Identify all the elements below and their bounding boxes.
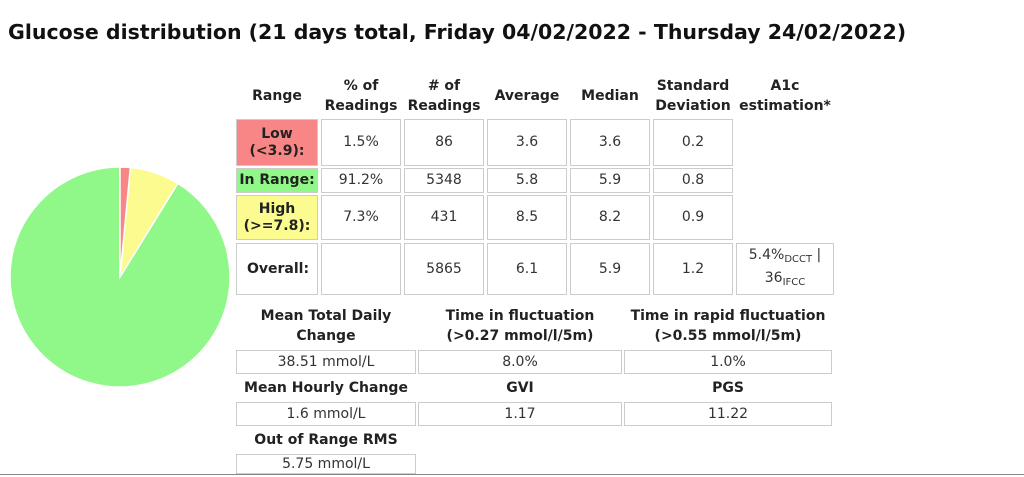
overall-percent-empty [321,243,401,295]
header-percent-readings: % of Readings [321,76,401,116]
high-std-dev: 0.9 [653,195,733,240]
header-average: Average [494,88,560,104]
mean-total-daily-change-value: 38.51 mmol/L [236,350,416,374]
low-range-label: Low (<3.9): [236,119,318,166]
header-a1c-line2: estimation* [739,98,831,114]
header-count-line1: # of [427,78,461,94]
low-average: 3.6 [487,119,567,166]
gvi-label: GVI [506,380,534,396]
tif-label-line1: Time in fluctuation [445,308,595,324]
mtdc-label-line1: Mean Total Daily [260,308,392,324]
a1c-ifcc-unit: IFCC [782,277,806,288]
header-count-readings: # of Readings [404,76,484,116]
time-in-rapid-fluctuation-label: Time in rapid fluctuation (>0.55 mmol/l/5… [624,305,832,347]
low-median: 3.6 [570,119,650,166]
pgs-label: PGS [712,380,744,396]
overall-median: 5.9 [570,243,650,295]
in-range-std-dev: 0.8 [653,168,733,193]
header-percent-line2: Readings [324,98,398,114]
low-label-line2: (<3.9): [249,142,305,159]
overall-std-dev: 1.2 [653,243,733,295]
header-range: Range [252,88,302,104]
header-a1c-line1: A1c [770,78,800,94]
gvi-value: 1.17 [418,402,622,426]
time-in-fluctuation-label: Time in fluctuation (>0.27 mmol/l/5m) [418,305,622,347]
a1c-separator: | [812,247,822,263]
overall-average: 6.1 [487,243,567,295]
high-median: 8.2 [570,195,650,240]
header-count-line2: Readings [407,98,481,114]
tif-label-line2: (>0.27 mmol/l/5m) [446,328,594,344]
high-count: 431 [404,195,484,240]
a1c-ifcc-value: 36 [764,270,783,286]
tirf-label-line1: Time in rapid fluctuation [630,308,826,324]
mean-total-daily-change-label: Mean Total Daily Change [236,305,416,347]
high-label-line2: (>=7.8): [243,217,311,234]
header-standard-deviation: Standard Deviation [653,76,733,116]
header-sd-line1: Standard [656,78,730,94]
glucose-pie-chart [9,166,231,388]
in-range-median: 5.9 [570,168,650,193]
in-range-label: In Range: [236,168,318,193]
in-range-average: 5.8 [487,168,567,193]
low-percent: 1.5% [321,119,401,166]
time-in-fluctuation-value: 8.0% [418,350,622,374]
out-of-range-rms-value: 5.75 mmol/L [236,454,416,474]
a1c-dcct-value: 5.4% [748,247,785,263]
header-percent-line1: % of [343,78,379,94]
time-in-rapid-fluctuation-value: 1.0% [624,350,832,374]
tirf-label-line2: (>0.55 mmol/l/5m) [654,328,802,344]
low-std-dev: 0.2 [653,119,733,166]
high-label-line1: High [258,200,296,217]
pie-slice-low [119,166,132,278]
header-sd-line2: Deviation [655,98,731,114]
low-label-line1: Low [261,125,293,142]
overall-a1c-estimation: 5.4%DCCT | 36IFCC [736,243,834,295]
overall-count: 5865 [404,243,484,295]
a1c-dcct-unit: DCCT [784,254,813,265]
in-range-count: 5348 [404,168,484,193]
low-count: 86 [404,119,484,166]
header-median: Median [581,88,639,104]
high-percent: 7.3% [321,195,401,240]
mtdc-label-line2: Change [296,328,356,344]
mean-hourly-change-value: 1.6 mmol/L [236,402,416,426]
out-of-range-rms-label: Out of Range RMS [254,432,398,448]
page-title: Glucose distribution (21 days total, Fri… [8,20,907,44]
pgs-value: 11.22 [624,402,832,426]
bottom-divider [0,474,1024,475]
overall-label: Overall: [236,243,318,295]
header-a1c-estimation: A1c estimation* [736,76,834,116]
high-average: 8.5 [487,195,567,240]
high-range-label: High (>=7.8): [236,195,318,240]
mean-hourly-change-label: Mean Hourly Change [244,380,408,396]
in-range-percent: 91.2% [321,168,401,193]
